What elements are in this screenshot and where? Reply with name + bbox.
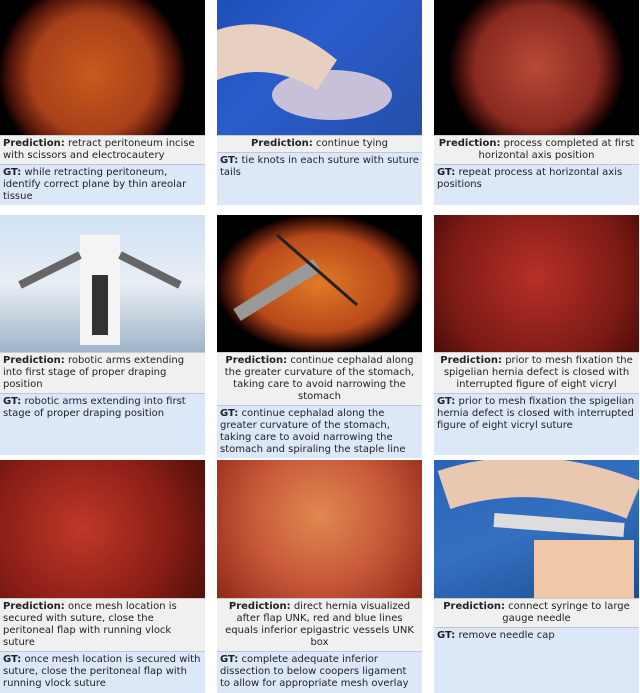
prediction-label: Prediction:: [3, 601, 65, 612]
ground-truth-caption: GT: tie knots in each suture with suture…: [217, 152, 422, 205]
ground-truth-caption: GT: continue cephalad along the greater …: [217, 405, 422, 458]
figure-cell: Prediction: retract peritoneum incise wi…: [0, 0, 205, 205]
prediction-text: continue cephalad along the greater curv…: [224, 355, 415, 402]
prediction-caption: Prediction: once mesh location is secure…: [0, 598, 205, 651]
figure-cell: Prediction: once mesh location is secure…: [0, 460, 205, 693]
surgical-image: [434, 457, 640, 598]
ground-truth-caption: GT: while retracting peritoneum, identif…: [0, 164, 205, 205]
prediction-caption: Prediction: direct hernia visualized aft…: [217, 598, 422, 651]
prediction-caption: Prediction: continue cephalad along the …: [217, 352, 422, 405]
gt-text: continue cephalad along the greater curv…: [220, 408, 406, 455]
ground-truth-caption: GT: repeat process at horizontal axis po…: [434, 164, 639, 205]
ground-truth-caption: GT: complete adequate inferior dissectio…: [217, 651, 422, 693]
prediction-label: Prediction:: [228, 601, 291, 612]
gt-label: GT:: [3, 396, 22, 407]
gt-label: GT:: [437, 167, 456, 178]
figure-cell: Prediction: continue cephalad along the …: [217, 215, 422, 458]
prediction-caption: Prediction: process completed at first h…: [434, 135, 639, 164]
gt-label: GT:: [220, 654, 239, 665]
gt-label: GT:: [220, 155, 239, 166]
prediction-label: Prediction:: [3, 355, 65, 366]
figure-cell: Prediction: continue tying GT: tie knots …: [217, 0, 422, 205]
prediction-label: Prediction:: [251, 138, 313, 149]
ground-truth-caption: GT: remove needle cap: [434, 627, 639, 693]
prediction-label: Prediction:: [443, 601, 505, 612]
image-detail: [437, 457, 640, 598]
prediction-text: connect syringe to large gauge needle: [502, 601, 630, 624]
image-detail: [18, 235, 182, 345]
prediction-text: prior to mesh fixation the spigelian her…: [443, 355, 633, 390]
prediction-label: Prediction:: [438, 138, 501, 149]
prediction-label: Prediction:: [225, 355, 288, 366]
prediction-text: robotic arms extending into first stage …: [3, 355, 185, 390]
gt-label: GT:: [437, 630, 456, 641]
surgical-image: [434, 215, 639, 352]
gt-label: GT:: [437, 396, 456, 407]
figure-cell: Prediction: connect syringe to large gau…: [434, 457, 640, 693]
gt-text: while retracting peritoneum, identify co…: [3, 167, 187, 202]
surgical-image: [217, 0, 422, 135]
gt-text: repeat process at horizontal axis positi…: [437, 167, 623, 190]
gt-label: GT:: [220, 408, 239, 419]
surgical-image: [217, 460, 422, 598]
surgical-image: [217, 215, 422, 352]
prediction-label: Prediction:: [440, 355, 502, 366]
prediction-label: Prediction:: [3, 138, 65, 149]
surgical-image: [0, 0, 205, 135]
prediction-text: retract peritoneum incise with scissors …: [3, 138, 195, 161]
prediction-text: process completed at first horizontal ax…: [478, 138, 635, 161]
gt-label: GT:: [3, 167, 22, 178]
prediction-caption: Prediction: continue tying: [217, 135, 422, 152]
prediction-text: once mesh location is secured with sutur…: [3, 601, 177, 648]
ground-truth-caption: GT: robotic arms extending into first st…: [0, 393, 205, 455]
surgical-image: [0, 460, 205, 598]
image-detail: [233, 233, 358, 321]
gt-text: prior to mesh fixation the spigelian her…: [437, 396, 635, 431]
prediction-text: continue tying: [315, 138, 388, 149]
prediction-caption: Prediction: robotic arms extending into …: [0, 352, 205, 393]
figure-cell: Prediction: process completed at first h…: [434, 0, 639, 205]
figure-cell: Prediction: prior to mesh fixation the s…: [434, 215, 639, 455]
ground-truth-caption: GT: prior to mesh fixation the spigelian…: [434, 393, 639, 455]
gt-label: GT:: [3, 654, 22, 665]
figure-cell: Prediction: robotic arms extending into …: [0, 215, 205, 455]
prediction-caption: Prediction: prior to mesh fixation the s…: [434, 352, 639, 393]
prediction-caption: Prediction: connect syringe to large gau…: [434, 598, 639, 627]
gt-text: remove needle cap: [458, 630, 555, 641]
prediction-text: direct hernia visualized after flap UNK,…: [225, 601, 414, 648]
prediction-caption: Prediction: retract peritoneum incise wi…: [0, 135, 205, 164]
gt-text: once mesh location is secured with sutur…: [3, 654, 201, 689]
gt-text: complete adequate inferior dissection to…: [220, 654, 409, 689]
figure-cell: Prediction: direct hernia visualized aft…: [217, 460, 422, 693]
surgical-image: [0, 215, 205, 352]
surgical-image: [434, 0, 639, 135]
gt-text: robotic arms extending into first stage …: [3, 396, 186, 419]
gt-text: tie knots in each suture with suture tai…: [220, 155, 419, 178]
image-detail: [217, 24, 392, 120]
ground-truth-caption: GT: once mesh location is secured with s…: [0, 651, 205, 693]
